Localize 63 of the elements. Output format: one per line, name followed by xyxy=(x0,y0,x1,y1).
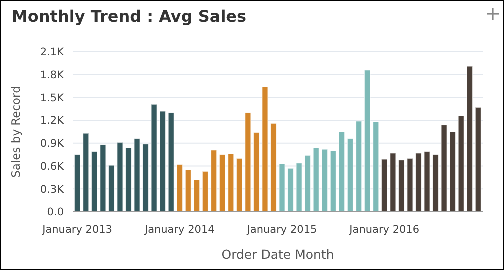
bar xyxy=(330,150,337,212)
bar xyxy=(91,151,98,212)
bar xyxy=(194,180,200,212)
bar xyxy=(466,66,474,212)
bar xyxy=(304,155,312,212)
y-axis-title: Sales by Record xyxy=(9,86,23,178)
y-tick-label: 0.0 xyxy=(47,206,64,219)
bar xyxy=(134,138,141,212)
bar xyxy=(288,168,294,212)
bar xyxy=(262,86,268,212)
bar xyxy=(244,112,252,212)
bar xyxy=(116,142,124,212)
y-tick-label: 0.9K xyxy=(40,138,66,150)
bar xyxy=(381,159,388,212)
bar xyxy=(432,154,440,212)
bar xyxy=(210,150,218,212)
bar xyxy=(168,112,175,212)
y-tick-label: 1.2K xyxy=(40,115,66,128)
bar xyxy=(458,116,465,212)
y-tick-label: 1.8K xyxy=(40,70,66,82)
bar xyxy=(475,107,482,212)
bar xyxy=(160,111,166,212)
y-tick-label: 0.6K xyxy=(40,160,66,173)
bar xyxy=(74,154,81,212)
bar xyxy=(151,104,158,212)
y-tick-label: 2.1K xyxy=(40,46,66,59)
bar xyxy=(415,152,422,212)
bar xyxy=(125,148,132,212)
x-tick-label: January 2014 xyxy=(144,224,216,236)
bar xyxy=(296,162,303,212)
bar xyxy=(185,170,192,212)
bar xyxy=(406,158,414,212)
bar xyxy=(322,149,328,212)
x-tick-label: January 2015 xyxy=(246,224,318,236)
bar xyxy=(253,132,260,212)
x-axis-title: Order Date Month xyxy=(222,247,334,262)
bar xyxy=(202,171,209,212)
bar xyxy=(142,144,150,212)
bar xyxy=(390,152,396,212)
bar xyxy=(108,165,115,212)
bar xyxy=(398,160,405,212)
bar xyxy=(441,124,448,212)
bar xyxy=(236,158,243,212)
chart-title: Monthly Trend : Avg Sales xyxy=(12,7,247,26)
bar xyxy=(82,133,90,212)
bar xyxy=(279,164,286,212)
bar xyxy=(372,122,380,212)
bar xyxy=(347,138,354,212)
bar xyxy=(424,151,431,212)
x-tick-label: January 2013 xyxy=(42,224,112,236)
y-tick-label: 0.3K xyxy=(40,184,66,196)
bar xyxy=(270,123,277,212)
bar xyxy=(338,132,346,212)
bar xyxy=(313,148,320,212)
bar xyxy=(228,154,234,212)
x-tick-label: January 2016 xyxy=(348,224,420,236)
bar xyxy=(100,144,106,212)
bar xyxy=(450,132,456,212)
y-tick-label: 1.5K xyxy=(40,92,66,104)
bar xyxy=(176,164,184,212)
bar xyxy=(356,120,362,212)
bar xyxy=(364,70,371,212)
bar xyxy=(219,154,226,212)
